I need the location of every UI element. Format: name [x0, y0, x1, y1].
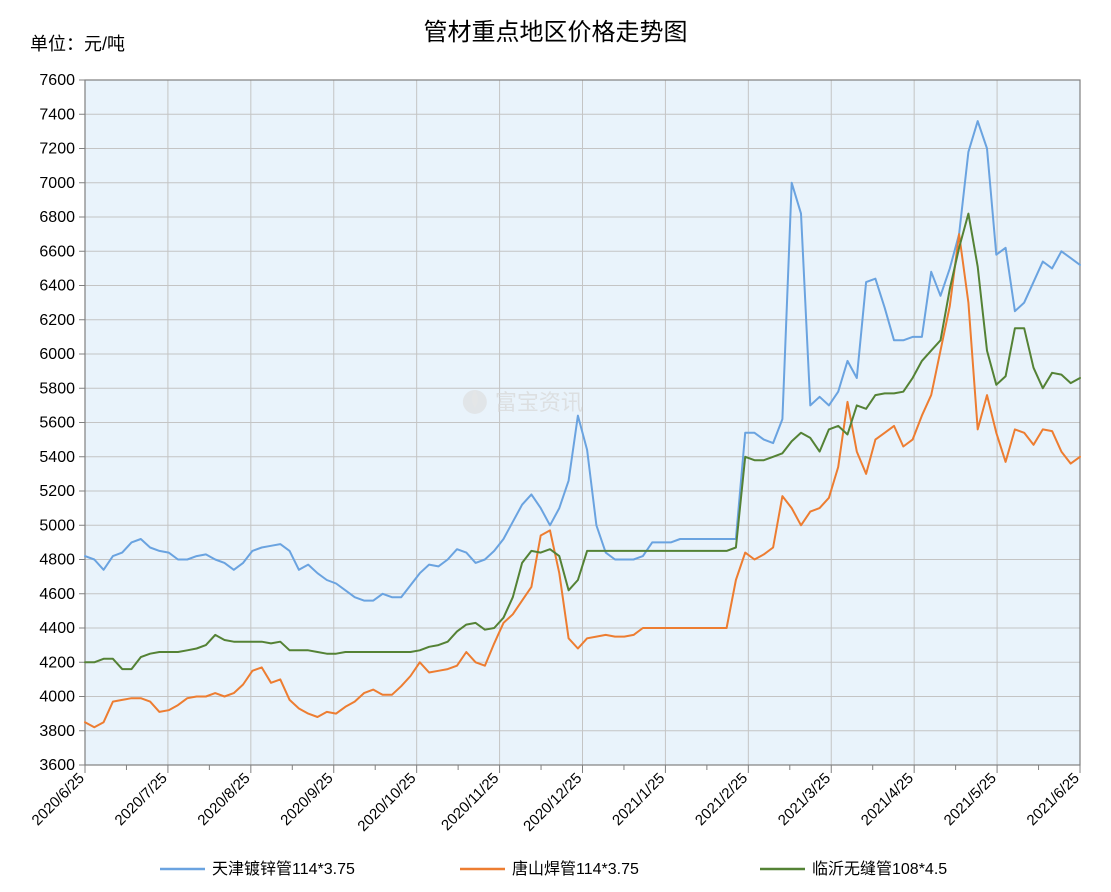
watermark: 富宝资讯 [463, 390, 583, 415]
unit-label: 单位：元/吨 [30, 34, 125, 54]
y-tick-label: 6600 [39, 243, 75, 260]
y-tick-label: 5000 [39, 517, 75, 534]
price-trend-chart: 3600 3800 4000 4200 4400 4600 4800 5000 5200 5400… [0, 0, 1111, 892]
y-tick-label: 4200 [39, 654, 75, 671]
y-tick-label: 7400 [39, 106, 75, 123]
y-tick-label: 5800 [39, 380, 75, 397]
y-tick-label: 6400 [39, 278, 75, 295]
chart-container: 3600 3800 4000 4200 4400 4600 4800 5000 5200 5400… [0, 0, 1111, 892]
y-tick-label: 6800 [39, 209, 75, 226]
y-tick-label: 4000 [39, 689, 75, 706]
y-tick-label: 4400 [39, 620, 75, 637]
legend-label-0: 天津镀锌管114*3.75 [212, 860, 355, 878]
y-tick-label: 5600 [39, 415, 75, 432]
chart-title: 管材重点地区价格走势图 [424, 19, 688, 46]
y-tick-label: 3600 [39, 757, 75, 774]
legend-label-1: 唐山焊管114*3.75 [512, 860, 639, 878]
y-tick-label: 4800 [39, 552, 75, 569]
legend-label-2: 临沂无缝管108*4.5 [812, 860, 947, 878]
y-tick-label: 5200 [39, 483, 75, 500]
y-tick-label: 4600 [39, 586, 75, 603]
y-tick-label: 6200 [39, 312, 75, 329]
svg-text:富宝资讯: 富宝资讯 [495, 390, 583, 415]
y-tick-label: 5400 [39, 449, 75, 466]
y-tick-label: 6000 [39, 346, 75, 363]
y-tick-label: 3800 [39, 723, 75, 740]
y-tick-label: 7000 [39, 175, 75, 192]
y-tick-label: 7200 [39, 141, 75, 158]
y-tick-label: 7600 [39, 72, 75, 89]
